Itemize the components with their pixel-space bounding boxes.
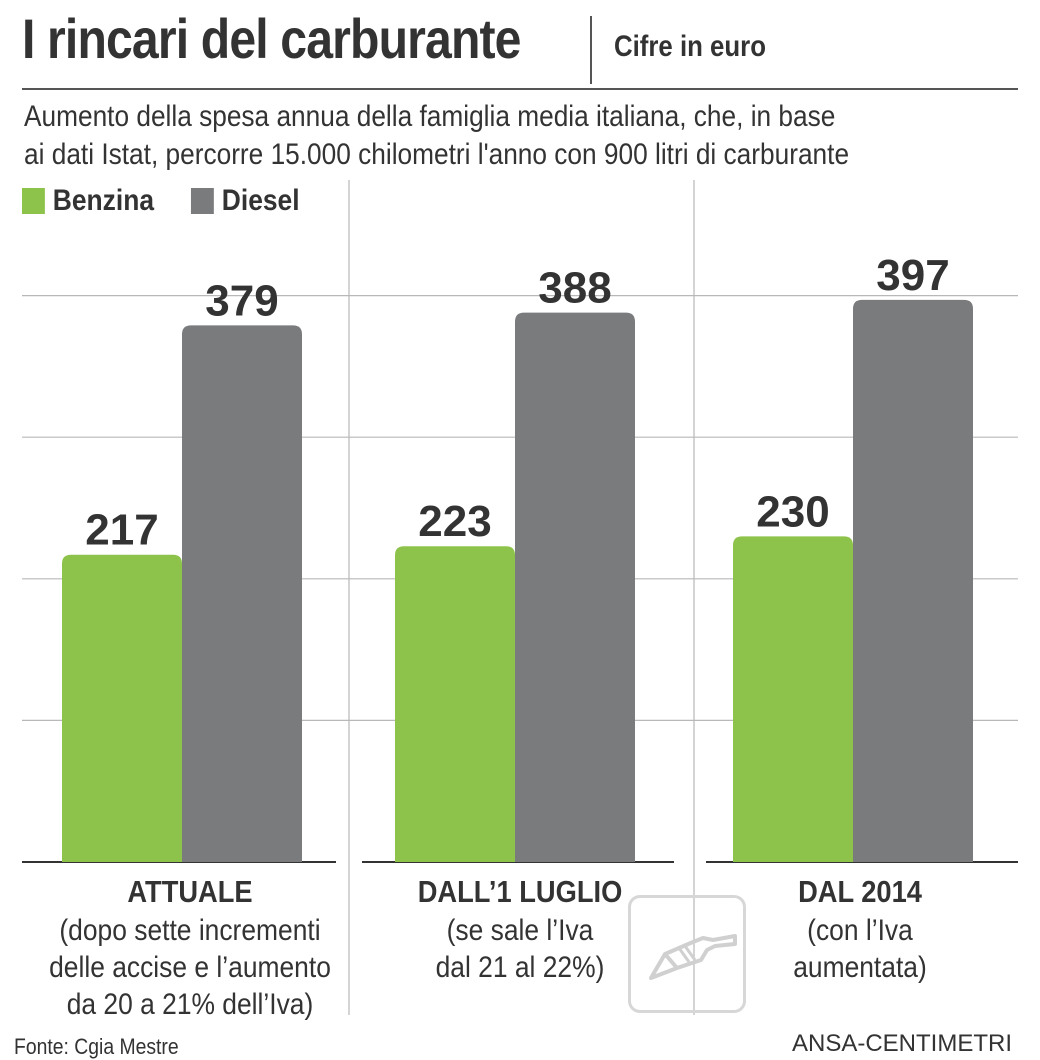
subtitle-line-1: Aumento della spesa annua della famiglia… <box>24 100 836 133</box>
category-desc-luglio: (se sale l’Iva dal 21 al 22%) <box>375 912 665 986</box>
category-title-attuale: ATTUALE <box>127 874 253 909</box>
source-note: Fonte: Cgia Mestre <box>14 1034 179 1059</box>
header-rule <box>22 88 1018 90</box>
category-desc-line: (con l’Iva <box>807 914 913 947</box>
subtitle-line-2: ai dati Istat, percorre 15.000 chilometr… <box>24 138 850 171</box>
category-luglio: DALL’1 LUGLIO (se sale l’Iva dal 21 al 2… <box>375 872 665 986</box>
data-label-benzina-0: 217 <box>85 506 158 555</box>
credit-note: ANSA-CENTIMETRI <box>791 1030 1012 1057</box>
data-label-diesel-2: 397 <box>876 251 949 300</box>
legend-swatch-benzina <box>22 188 45 214</box>
title-divider <box>590 16 592 84</box>
category-desc-line: (dopo sette incrementi <box>59 914 321 947</box>
category-2014: DAL 2014 (con l’Iva aumentata) <box>728 872 992 986</box>
category-desc-line: dal 21 al 22%) <box>435 951 605 984</box>
data-label-diesel-1: 388 <box>538 264 611 313</box>
bar-benzina-2 <box>733 536 853 862</box>
category-title-2014: DAL 2014 <box>798 874 922 909</box>
data-label-diesel-0: 379 <box>205 276 278 325</box>
category-desc-line: aumentata) <box>793 951 927 984</box>
unit-label: Cifre in euro <box>614 30 766 63</box>
category-title-luglio: DALL’1 LUGLIO <box>417 874 623 909</box>
legend-swatch-diesel <box>190 188 214 214</box>
data-label-benzina-1: 223 <box>418 497 491 546</box>
category-desc-2014: (con l’Iva aumentata) <box>728 912 992 986</box>
legend: Benzina Diesel <box>22 184 337 218</box>
legend-label-benzina: Benzina <box>52 184 155 217</box>
fuel-nozzle-graphic <box>649 934 737 980</box>
legend-item-benzina: Benzina <box>22 184 154 218</box>
fuel-pump-nozzle-icon <box>628 895 746 1013</box>
category-attuale: ATTUALE (dopo sette incrementi delle acc… <box>40 872 339 1023</box>
legend-label-diesel: Diesel <box>221 184 300 217</box>
bar-benzina-0 <box>62 554 182 862</box>
bar-benzina-1 <box>395 546 515 862</box>
category-desc-attuale: (dopo sette incrementi delle accise e l’… <box>40 912 339 1023</box>
category-desc-line: (se sale l’Iva <box>446 914 594 947</box>
data-label-benzina-2: 230 <box>756 487 829 536</box>
chart-subtitle: Aumento della spesa annua della famiglia… <box>24 98 987 174</box>
chart-title: I rincari del carburante <box>22 7 521 70</box>
category-desc-line: da 20 a 21% dell’Iva) <box>66 988 314 1021</box>
legend-item-diesel: Diesel <box>190 184 300 218</box>
bar-diesel-0 <box>182 325 302 862</box>
category-desc-line: delle accise e l’aumento <box>49 951 331 984</box>
bar-diesel-2 <box>853 299 973 862</box>
bar-diesel-1 <box>515 312 635 862</box>
